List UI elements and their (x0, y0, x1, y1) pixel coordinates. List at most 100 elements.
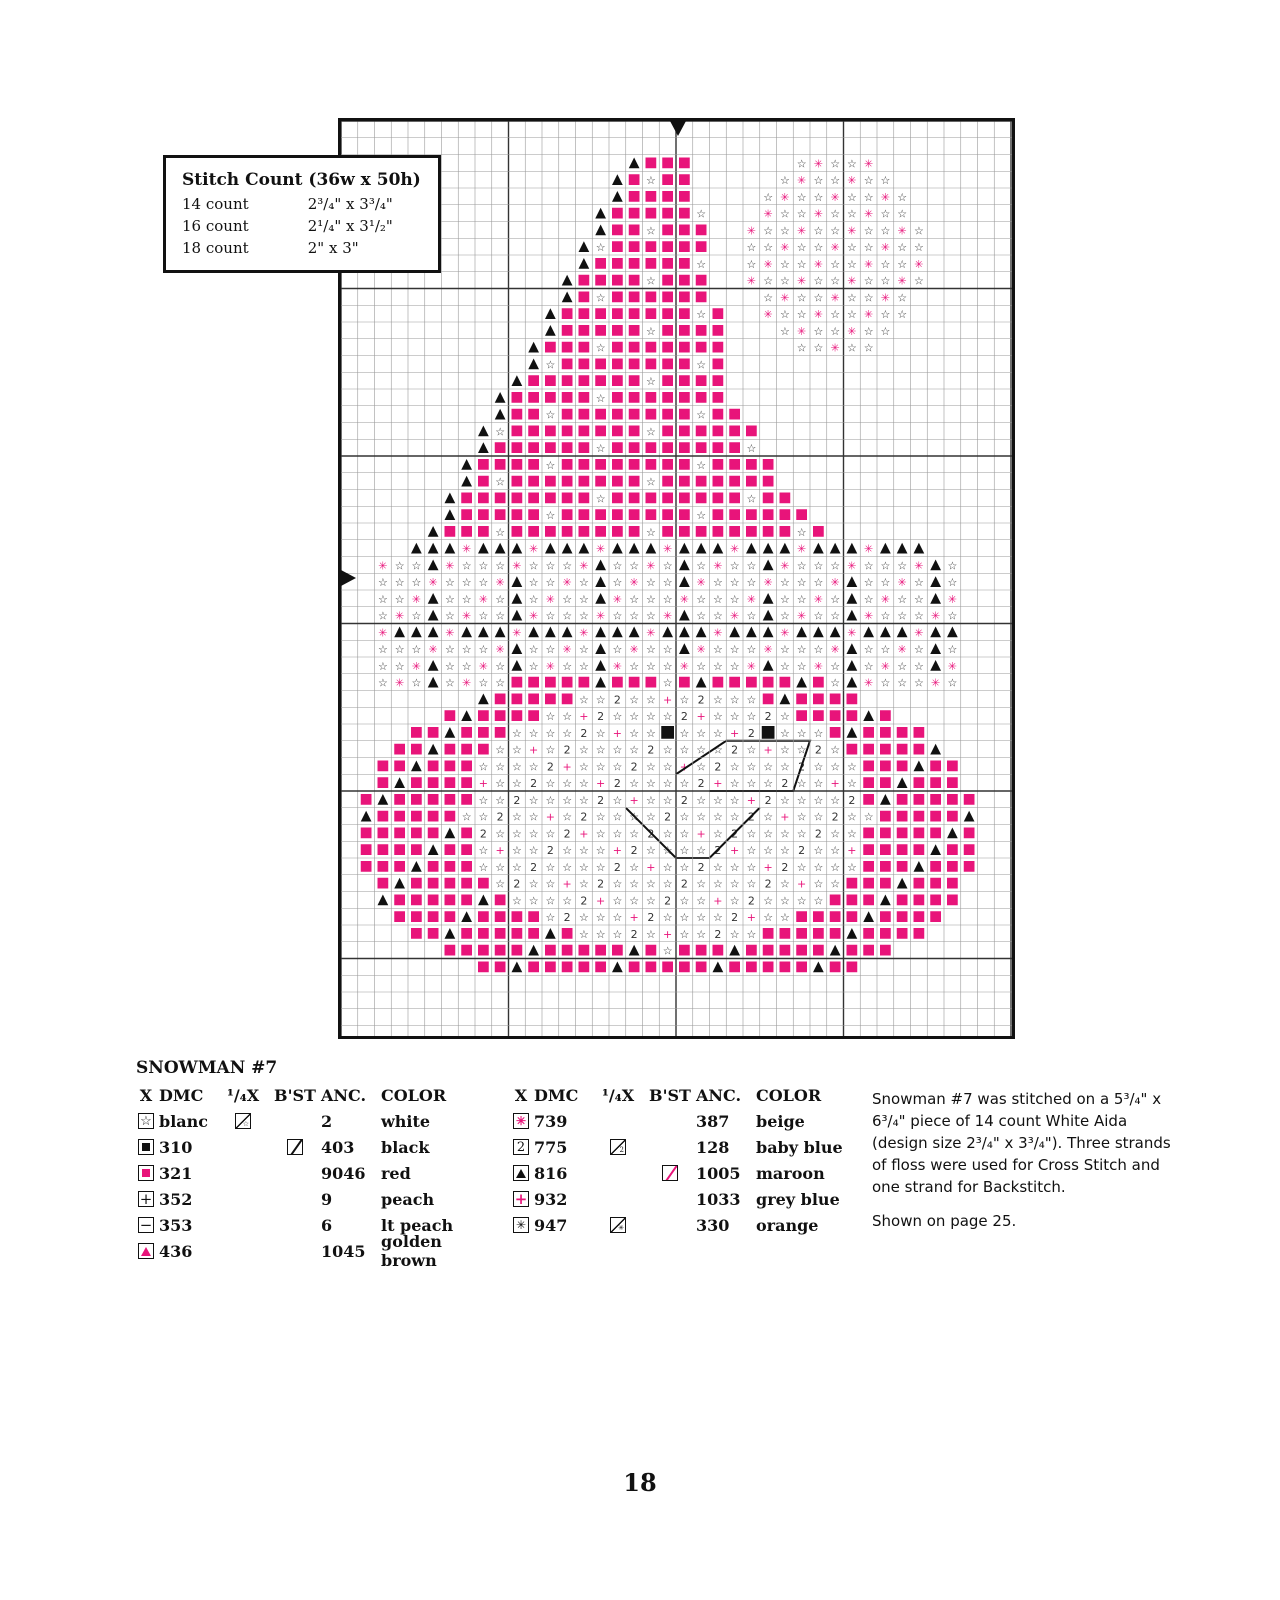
svg-text:2: 2 (781, 861, 788, 874)
svg-text:☆: ☆ (830, 861, 840, 874)
svg-text:✳: ✳ (429, 643, 438, 656)
count-x: x (346, 217, 355, 235)
header-quarter: ¹/₄X (226, 1085, 260, 1105)
svg-text:☆: ☆ (880, 308, 890, 321)
svg-text:☆: ☆ (679, 911, 689, 924)
svg-text:+: + (847, 844, 856, 857)
svg-text:☆: ☆ (797, 643, 807, 656)
svg-text:✳: ✳ (831, 643, 840, 656)
svg-text:☆: ☆ (914, 677, 924, 690)
key-row: 816 1005 maroon (508, 1160, 876, 1186)
svg-text:☆: ☆ (646, 375, 656, 388)
svg-text:☆: ☆ (780, 911, 790, 924)
header-x: X (139, 1085, 153, 1105)
svg-text:☆: ☆ (914, 576, 924, 589)
key-symbol: − (133, 1217, 159, 1233)
svg-text:2: 2 (614, 693, 621, 706)
svg-text:+: + (546, 811, 555, 824)
svg-text:☆: ☆ (646, 727, 656, 740)
svg-text:☆: ☆ (864, 174, 874, 187)
svg-text:✳: ✳ (914, 258, 923, 271)
svg-text:✳: ✳ (948, 593, 957, 606)
svg-text:☆: ☆ (830, 610, 840, 623)
svg-text:☆: ☆ (713, 643, 723, 656)
svg-text:☆: ☆ (847, 777, 857, 790)
key-color-name: baby blue (756, 1137, 843, 1157)
svg-text:✳: ✳ (864, 308, 873, 321)
svg-text:☆: ☆ (529, 794, 539, 807)
svg-text:☆: ☆ (797, 308, 807, 321)
svg-text:+: + (630, 794, 639, 807)
svg-text:☆: ☆ (629, 593, 639, 606)
svg-text:☆: ☆ (696, 610, 706, 623)
svg-text:☆: ☆ (478, 861, 488, 874)
svg-text:☆: ☆ (495, 526, 505, 539)
svg-text:☆: ☆ (612, 610, 622, 623)
svg-text:☆: ☆ (646, 275, 656, 288)
svg-text:☆: ☆ (797, 861, 807, 874)
svg-text:☆: ☆ (579, 878, 589, 891)
svg-text:☆: ☆ (696, 844, 706, 857)
svg-text:☆: ☆ (830, 744, 840, 757)
svg-text:✳: ✳ (395, 677, 404, 690)
svg-text:✳: ✳ (630, 643, 639, 656)
svg-text:☆: ☆ (746, 576, 756, 589)
svg-text:☆: ☆ (797, 660, 807, 673)
key-row: ✳ 947 ✳ 330 orange (508, 1212, 876, 1238)
svg-text:+: + (630, 911, 639, 924)
svg-text:☆: ☆ (797, 342, 807, 355)
svg-text:☆: ☆ (596, 844, 606, 857)
svg-text:☆: ☆ (462, 660, 472, 673)
svg-text:☆: ☆ (495, 610, 505, 623)
header-dmc: DMC (159, 1085, 204, 1105)
svg-text:+: + (747, 911, 756, 924)
svg-text:✳: ✳ (847, 626, 856, 639)
svg-text:✳: ✳ (797, 224, 806, 237)
quarter-stitch-icon: 2 (610, 1139, 626, 1155)
svg-text:☆: ☆ (663, 878, 673, 891)
svg-text:☆: ☆ (629, 744, 639, 757)
svg-text:☆: ☆ (579, 777, 589, 790)
svg-text:☆: ☆ (679, 744, 689, 757)
svg-text:☆: ☆ (596, 861, 606, 874)
svg-text:☆: ☆ (663, 794, 673, 807)
svg-text:☆: ☆ (897, 291, 907, 304)
svg-text:☆: ☆ (495, 593, 505, 606)
svg-text:☆: ☆ (495, 744, 505, 757)
svg-text:☆: ☆ (545, 744, 555, 757)
svg-text:☆: ☆ (847, 157, 857, 170)
svg-text:2: 2 (614, 777, 621, 790)
svg-text:2: 2 (698, 777, 705, 790)
svg-text:☆: ☆ (864, 224, 874, 237)
key-anchor: 1033 (696, 1189, 741, 1209)
count-height: 3¹/₂" (359, 217, 393, 235)
count-width: 2¹/₄" (307, 217, 342, 235)
key-anchor: 1045 (321, 1241, 366, 1261)
svg-text:☆: ☆ (864, 342, 874, 355)
svg-text:☆: ☆ (646, 760, 656, 773)
svg-text:✳: ✳ (479, 593, 488, 606)
svg-text:☆: ☆ (679, 928, 689, 941)
key-anchor: 6 (321, 1215, 333, 1235)
svg-text:☆: ☆ (813, 727, 823, 740)
svg-text:☆: ☆ (830, 827, 840, 840)
svg-text:☆: ☆ (897, 677, 907, 690)
svg-text:☆: ☆ (629, 894, 639, 907)
svg-text:☆: ☆ (730, 710, 740, 723)
svg-text:☆: ☆ (813, 794, 823, 807)
svg-text:☆: ☆ (713, 693, 723, 706)
svg-text:☆: ☆ (562, 710, 572, 723)
count-x: x (346, 195, 355, 213)
svg-text:☆: ☆ (411, 576, 421, 589)
svg-text:✳: ✳ (512, 559, 521, 572)
star-icon: ☆ (138, 1113, 154, 1129)
svg-text:☆: ☆ (830, 258, 840, 271)
triangle-red-icon (138, 1243, 154, 1259)
svg-text:☆: ☆ (612, 643, 622, 656)
svg-text:✳: ✳ (780, 291, 789, 304)
asterisk-pink-icon: ✳ (513, 1113, 529, 1129)
svg-text:☆: ☆ (562, 861, 572, 874)
svg-text:☆: ☆ (914, 643, 924, 656)
key-color-name: orange (756, 1215, 819, 1235)
svg-text:☆: ☆ (780, 844, 790, 857)
